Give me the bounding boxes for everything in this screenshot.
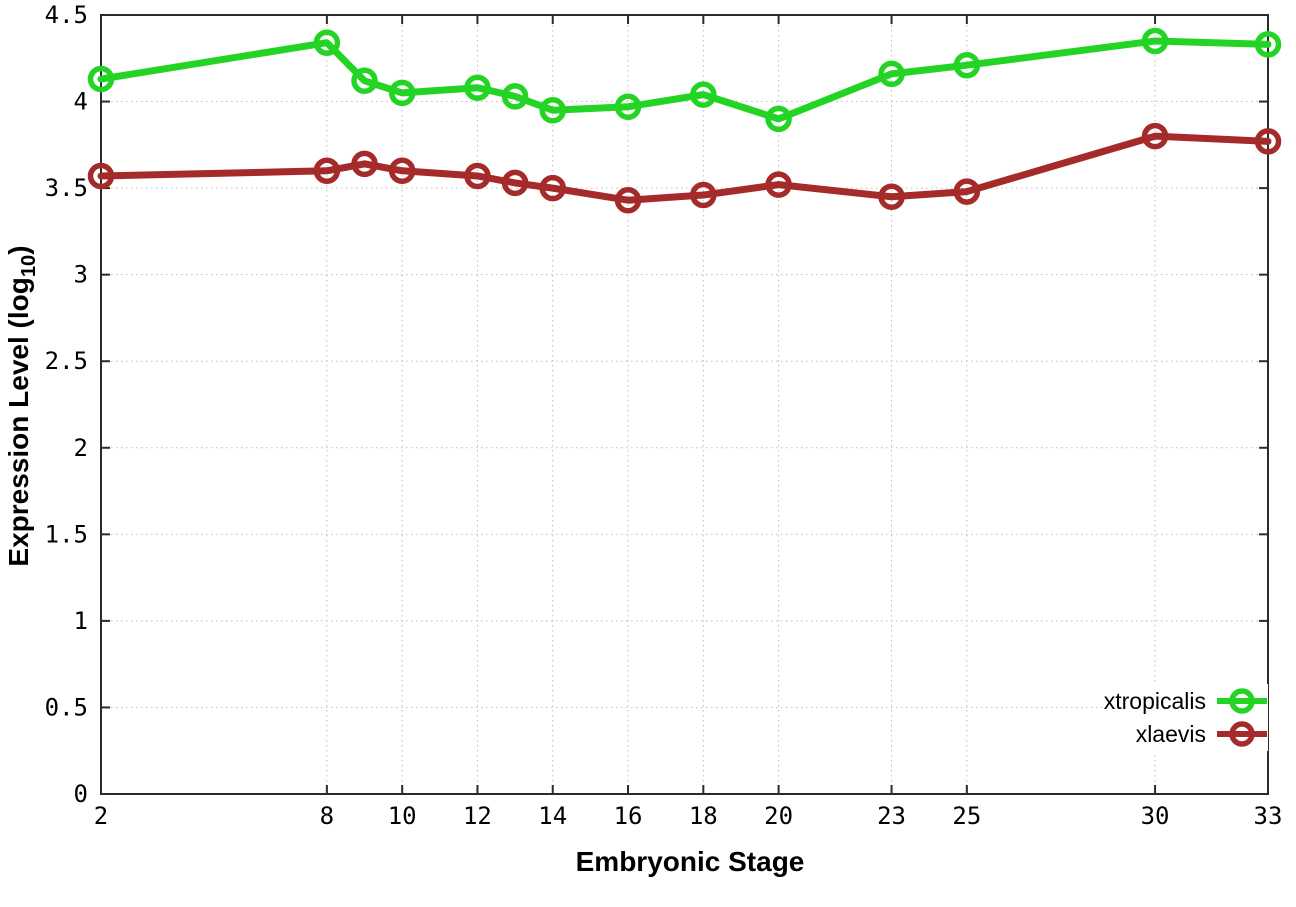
legend: xtropicalis xlaevis xyxy=(1103,684,1268,751)
x-tick-label: 33 xyxy=(1254,802,1283,830)
data-point-xtropicalis xyxy=(464,74,491,101)
data-point-xtropicalis xyxy=(1141,27,1169,55)
x-tick-label: 23 xyxy=(877,802,906,830)
y-axis-title-end: ) xyxy=(3,245,35,255)
x-tick-label: 14 xyxy=(538,802,567,830)
data-point-xlaevis xyxy=(765,171,792,198)
data-point-xtropicalis xyxy=(87,65,115,93)
x-tick-label: 30 xyxy=(1141,802,1170,830)
data-point-xlaevis xyxy=(388,157,416,185)
legend-label-xlaevis: xlaevis xyxy=(1135,720,1206,747)
data-point-xtropicalis xyxy=(878,60,905,88)
y-tick-label: 3 xyxy=(74,261,88,289)
y-tick-label: 1.5 xyxy=(45,520,88,548)
y-axis-title: Expression Level (log10) xyxy=(3,245,41,566)
y-axis-title-subscript: 10 xyxy=(17,254,40,278)
data-point-xtropicalis xyxy=(1254,31,1282,58)
data-point-xlaevis xyxy=(313,157,341,185)
legend-sample-xtropicalis-icon xyxy=(1217,688,1267,714)
x-tick-label: 18 xyxy=(689,802,718,830)
x-tick-label: 16 xyxy=(614,802,643,830)
data-point-xlaevis xyxy=(87,162,115,190)
data-point-xlaevis xyxy=(351,150,378,178)
data-point-xtropicalis xyxy=(690,81,717,108)
plot-border xyxy=(100,14,1269,795)
data-point-xtropicalis xyxy=(765,105,792,133)
series-line-xtropicalis xyxy=(97,37,1272,123)
x-tick-label: 12 xyxy=(463,802,492,830)
data-point-xtropicalis xyxy=(614,93,642,120)
y-tick-label: 3.5 xyxy=(45,174,88,202)
legend-label-xtropicalis: xtropicalis xyxy=(1103,687,1206,714)
data-point-xlaevis xyxy=(690,181,717,209)
y-tick-label: 0.5 xyxy=(45,693,88,721)
y-tick-label: 1 xyxy=(74,607,88,635)
data-point-xtropicalis xyxy=(953,51,981,79)
data-point-xlaevis xyxy=(1254,128,1282,155)
data-point-xtropicalis xyxy=(539,96,566,124)
data-point-xtropicalis xyxy=(501,83,529,110)
legend-sample-xlaevis-icon xyxy=(1217,721,1267,747)
data-point-xtropicalis xyxy=(351,67,378,95)
legend-item-xtropicalis: xtropicalis xyxy=(1104,685,1268,717)
legend-item-xlaevis: xlaevis xyxy=(1104,718,1268,750)
y-tick-label: 2.5 xyxy=(45,347,88,375)
x-tick-label: 10 xyxy=(388,802,417,830)
y-tick-label: 4 xyxy=(74,88,88,116)
x-tick-label: 20 xyxy=(764,802,793,830)
y-tick-label: 4.5 xyxy=(45,1,88,29)
data-point-xlaevis xyxy=(501,169,529,197)
y-tick-label: 0 xyxy=(74,780,88,808)
series-line-xlaevis xyxy=(97,132,1272,204)
data-point-xtropicalis xyxy=(313,29,341,56)
data-point-xlaevis xyxy=(953,178,981,205)
x-tick-label: 25 xyxy=(952,802,981,830)
data-point-xlaevis xyxy=(464,162,491,190)
data-point-xlaevis xyxy=(539,174,566,202)
data-point-xtropicalis xyxy=(388,79,416,107)
data-point-xlaevis xyxy=(1141,122,1169,150)
data-point-xlaevis xyxy=(878,183,905,211)
y-tick-label: 2 xyxy=(74,434,88,462)
y-axis-title-main: Expression Level (log xyxy=(3,277,35,567)
x-tick-label: 8 xyxy=(320,802,334,830)
data-point-xlaevis xyxy=(614,186,642,214)
x-tick-label: 2 xyxy=(94,802,108,830)
x-axis-title: Embryonic Stage xyxy=(575,846,805,877)
